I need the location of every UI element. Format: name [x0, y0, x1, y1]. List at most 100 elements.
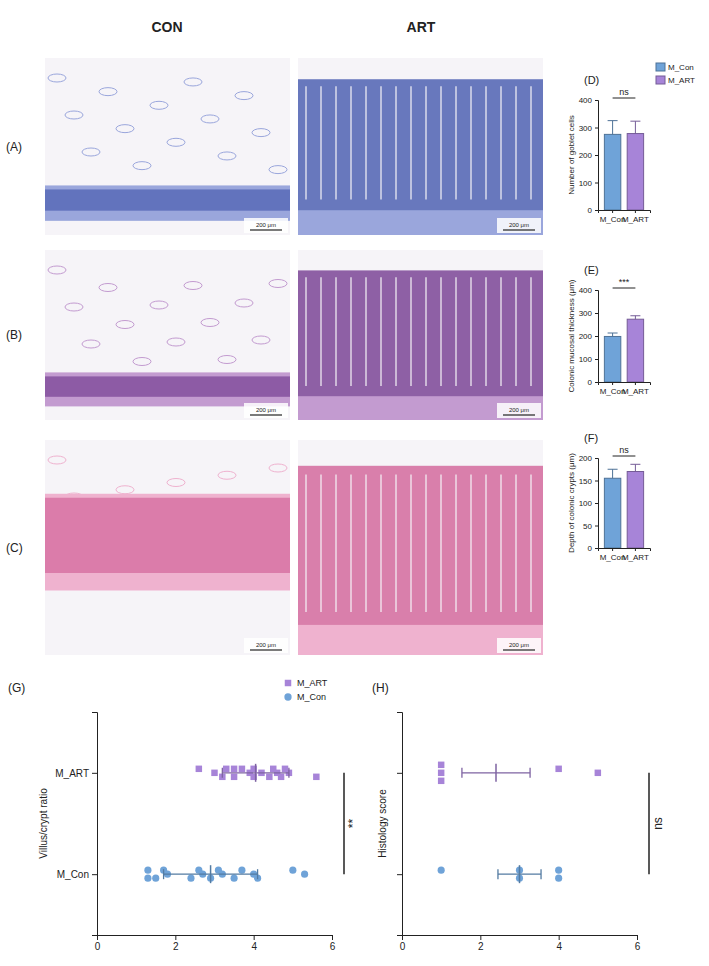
tick-label: 6 — [330, 941, 336, 952]
image-ground — [45, 250, 290, 420]
debris — [99, 88, 117, 96]
tick-label: 200 — [579, 454, 593, 463]
tick-label: 6 — [635, 941, 641, 952]
tick-mark — [595, 503, 598, 504]
muscle-layer — [298, 625, 543, 655]
tick-label: 50 — [583, 522, 592, 531]
crypt — [425, 277, 427, 386]
point — [555, 766, 561, 772]
tick-mark — [175, 935, 176, 940]
error-bar — [608, 121, 618, 135]
debris — [235, 299, 253, 307]
tick-mark — [332, 935, 333, 940]
crypt — [320, 277, 322, 386]
tissue-band — [45, 498, 290, 573]
crypt — [380, 474, 382, 612]
debris — [82, 148, 100, 156]
micrograph — [45, 58, 290, 235]
scale-bar — [250, 414, 282, 415]
crypt — [350, 474, 352, 612]
crypt — [455, 277, 457, 386]
debris — [167, 138, 185, 146]
axis-line — [599, 549, 651, 552]
point — [289, 867, 296, 874]
legend-swatch — [656, 63, 665, 71]
tick-mark — [612, 210, 613, 213]
x-tick: M_ART — [622, 548, 649, 562]
micrograph — [45, 440, 290, 655]
error-cap — [608, 120, 618, 121]
micrograph — [298, 250, 543, 420]
crypt — [485, 86, 487, 199]
significance-bracket — [648, 773, 650, 874]
bar — [604, 478, 620, 548]
error-cap — [257, 869, 258, 879]
point — [266, 774, 272, 780]
y-axis — [397, 713, 403, 936]
tick-label: 200 — [579, 151, 593, 160]
figure: CONART(A)200 μm200 μm(B)200 μm200 μm(C)2… — [0, 0, 709, 966]
point — [196, 766, 202, 772]
crypt — [335, 86, 337, 199]
tissue — [298, 466, 543, 655]
debris — [252, 129, 270, 137]
crypt — [500, 86, 502, 199]
crypt — [425, 474, 427, 612]
x-tick: 2 — [173, 935, 179, 952]
y-tick: 0 — [588, 544, 598, 553]
debris — [218, 356, 236, 364]
tick-mark — [595, 458, 598, 459]
tick-label: 0 — [588, 544, 593, 553]
tick-mark — [595, 526, 598, 527]
y-tick: 400 — [579, 286, 598, 295]
tick-label: 100 — [579, 179, 593, 188]
y-tick — [397, 773, 402, 774]
y-tick: 150 — [579, 477, 598, 486]
debris — [201, 115, 219, 123]
mean-line — [495, 764, 497, 782]
tissue-band — [45, 376, 290, 396]
x-tick: 6 — [330, 935, 336, 952]
significance-bracket — [613, 98, 636, 99]
y-tick: 200 — [579, 454, 598, 463]
legend-label: M_Con — [668, 63, 694, 72]
debris — [252, 336, 270, 344]
debris — [133, 162, 151, 170]
tick-mark — [635, 382, 636, 385]
error-cap — [630, 121, 640, 122]
muscle-layer — [298, 210, 543, 235]
scale-bar-ground — [497, 638, 541, 653]
y-tick: 100 — [579, 179, 598, 188]
error-line — [635, 464, 636, 471]
debris — [167, 479, 185, 487]
crypt — [440, 277, 442, 386]
column-head: ART — [407, 19, 436, 35]
tick-label: 400 — [579, 286, 593, 295]
tick-mark — [637, 935, 638, 940]
point — [223, 766, 229, 772]
error-bar — [498, 865, 541, 883]
x-axis: 0246 — [95, 935, 336, 952]
significance-bracket — [613, 456, 636, 457]
debris — [269, 166, 287, 174]
crypt — [485, 474, 487, 612]
scale-bar-ground — [497, 218, 541, 233]
marks — [604, 316, 643, 382]
crypt — [470, 277, 472, 386]
crypt — [365, 86, 367, 199]
tick-label: 2 — [478, 941, 484, 952]
axis-line — [595, 291, 599, 383]
axis-line — [397, 713, 403, 936]
x-tick: 0 — [95, 935, 101, 952]
tick-label: 4 — [556, 941, 562, 952]
bar — [604, 134, 620, 210]
tick-mark — [595, 290, 598, 291]
point — [238, 867, 245, 874]
tick-mark — [595, 481, 598, 482]
crypt — [365, 277, 367, 386]
crypt — [515, 474, 517, 612]
debris — [269, 464, 287, 472]
y-axis: M_ConM_ART — [55, 713, 97, 936]
debris — [167, 338, 185, 346]
scale-bar-label: 200 μm — [509, 407, 529, 413]
